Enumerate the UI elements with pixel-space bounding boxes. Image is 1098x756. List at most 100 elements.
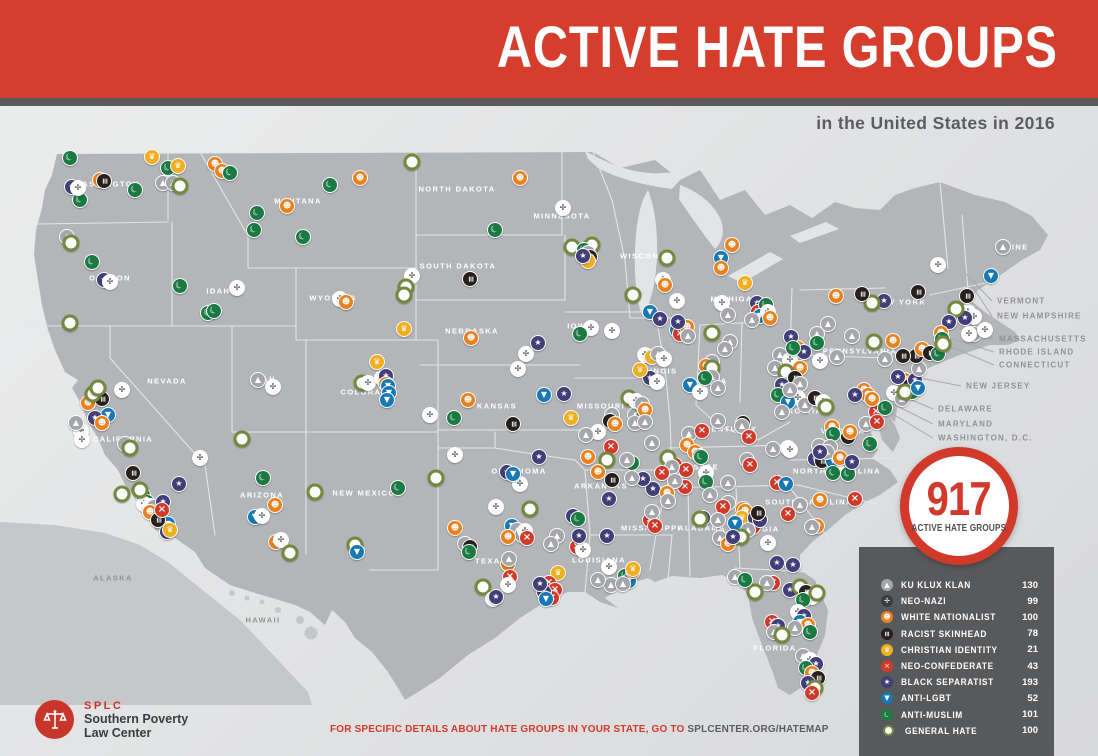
map-marker-nazi[interactable]: ✢ xyxy=(422,407,438,423)
map-marker-kkk[interactable]: ▲ xyxy=(820,316,836,332)
map-marker-am[interactable]: ☾ xyxy=(62,150,78,166)
map-marker-gh[interactable] xyxy=(474,578,492,596)
map-marker-skin[interactable]: ≡ xyxy=(910,284,926,300)
map-marker-nazi[interactable]: ✢ xyxy=(488,499,504,515)
map-marker-lgbt[interactable]: ▼ xyxy=(505,466,521,482)
map-marker-bs[interactable]: ★ xyxy=(785,557,801,573)
map-marker-kkk[interactable]: ▲ xyxy=(792,497,808,513)
map-marker-am[interactable]: ☾ xyxy=(570,511,586,527)
map-marker-nazi[interactable]: ✢ xyxy=(649,374,665,390)
map-marker-kkk[interactable]: ▲ xyxy=(710,512,726,528)
map-marker-kkk[interactable]: ▲ xyxy=(744,312,760,328)
map-marker-kkk[interactable]: ▲ xyxy=(720,307,736,323)
map-marker-am[interactable]: ☾ xyxy=(461,544,477,560)
map-marker-wn[interactable]: ☻ xyxy=(352,170,368,186)
map-marker-kkk[interactable]: ▲ xyxy=(619,452,635,468)
map-marker-conf[interactable]: × xyxy=(741,429,757,445)
map-marker-gh[interactable] xyxy=(865,333,883,351)
map-marker-kkk[interactable]: ▲ xyxy=(543,536,559,552)
map-marker-kkk[interactable]: ▲ xyxy=(624,470,640,486)
map-marker-kkk[interactable]: ▲ xyxy=(578,427,594,443)
map-marker-gh[interactable] xyxy=(746,583,764,601)
map-marker-gh[interactable] xyxy=(624,286,642,304)
map-marker-wn[interactable]: ☻ xyxy=(512,170,528,186)
map-marker-bs[interactable]: ★ xyxy=(531,449,547,465)
map-marker-conf[interactable]: × xyxy=(154,502,170,518)
map-marker-kkk[interactable]: ▲ xyxy=(844,328,860,344)
map-marker-nazi[interactable]: ✢ xyxy=(604,323,620,339)
map-marker-am[interactable]: ☾ xyxy=(572,326,588,342)
map-marker-skin[interactable]: ≡ xyxy=(96,173,112,189)
map-marker-bs[interactable]: ★ xyxy=(171,476,187,492)
map-marker-ci[interactable]: ♛ xyxy=(625,561,641,577)
map-marker-am[interactable]: ☾ xyxy=(825,465,841,481)
map-marker-bs[interactable]: ★ xyxy=(847,387,863,403)
map-marker-kkk[interactable]: ▲ xyxy=(829,349,845,365)
map-marker-kkk[interactable]: ▲ xyxy=(759,575,775,591)
map-marker-gh[interactable] xyxy=(233,430,251,448)
map-marker-bs[interactable]: ★ xyxy=(571,528,587,544)
map-marker-am[interactable]: ☾ xyxy=(697,370,713,386)
map-marker-bs[interactable]: ★ xyxy=(488,589,504,605)
map-marker-kkk[interactable]: ▲ xyxy=(68,415,84,431)
map-marker-bs[interactable]: ★ xyxy=(645,481,661,497)
map-marker-gh[interactable] xyxy=(658,249,676,267)
map-marker-skin[interactable]: ≡ xyxy=(125,465,141,481)
map-marker-conf[interactable]: × xyxy=(742,457,758,473)
map-marker-am[interactable]: ☾ xyxy=(222,165,238,181)
map-marker-wn[interactable]: ☻ xyxy=(94,415,110,431)
map-marker-nazi[interactable]: ✢ xyxy=(74,432,90,448)
map-marker-bs[interactable]: ★ xyxy=(556,386,572,402)
map-marker-am[interactable]: ☾ xyxy=(446,410,462,426)
map-marker-wn[interactable]: ☻ xyxy=(267,497,283,513)
map-marker-kkk[interactable]: ▲ xyxy=(637,414,653,430)
map-marker-kkk[interactable]: ▲ xyxy=(702,487,718,503)
map-marker-kkk[interactable]: ▲ xyxy=(782,382,798,398)
map-marker-wn[interactable]: ☻ xyxy=(607,416,623,432)
map-marker-am[interactable]: ☾ xyxy=(862,436,878,452)
map-marker-conf[interactable]: × xyxy=(647,518,663,534)
map-marker-am[interactable]: ☾ xyxy=(295,229,311,245)
map-marker-kkk[interactable]: ▲ xyxy=(877,351,893,367)
map-marker-am[interactable]: ☾ xyxy=(737,572,753,588)
map-marker-kkk[interactable]: ▲ xyxy=(710,413,726,429)
map-marker-ci[interactable]: ♛ xyxy=(563,410,579,426)
map-marker-skin[interactable]: ≡ xyxy=(462,271,478,287)
map-marker-nazi[interactable]: ✢ xyxy=(930,257,946,273)
map-marker-lgbt[interactable]: ▼ xyxy=(379,392,395,408)
map-marker-wn[interactable]: ☻ xyxy=(500,529,516,545)
map-marker-kkk[interactable]: ▲ xyxy=(911,361,927,377)
map-marker-gh[interactable] xyxy=(62,234,80,252)
map-marker-bs[interactable]: ★ xyxy=(601,491,617,507)
map-marker-nazi[interactable]: ✢ xyxy=(669,293,685,309)
map-marker-bs[interactable]: ★ xyxy=(844,454,860,470)
map-marker-nazi[interactable]: ✢ xyxy=(265,379,281,395)
map-marker-wn[interactable]: ☻ xyxy=(590,464,606,480)
map-marker-skin[interactable]: ≡ xyxy=(604,472,620,488)
map-marker-nazi[interactable]: ✢ xyxy=(500,577,516,593)
map-marker-ci[interactable]: ♛ xyxy=(170,158,186,174)
map-marker-nazi[interactable]: ✢ xyxy=(555,200,571,216)
map-marker-wn[interactable]: ☻ xyxy=(812,492,828,508)
map-marker-gh[interactable] xyxy=(395,286,413,304)
map-marker-nazi[interactable]: ✢ xyxy=(229,280,245,296)
map-marker-ci[interactable]: ♛ xyxy=(144,149,160,165)
map-marker-kkk[interactable]: ▲ xyxy=(250,372,266,388)
map-marker-gh[interactable] xyxy=(773,626,791,644)
map-marker-am[interactable]: ☾ xyxy=(249,205,265,221)
map-marker-wn[interactable]: ☻ xyxy=(279,198,295,214)
map-marker-kkk[interactable]: ▲ xyxy=(590,572,606,588)
map-marker-kkk[interactable]: ▲ xyxy=(804,519,820,535)
map-marker-bs[interactable]: ★ xyxy=(530,335,546,351)
map-marker-conf[interactable]: × xyxy=(780,506,796,522)
map-marker-wn[interactable]: ☻ xyxy=(447,520,463,536)
map-marker-am[interactable]: ☾ xyxy=(322,177,338,193)
map-marker-bs[interactable]: ★ xyxy=(670,314,686,330)
map-marker-bs[interactable]: ★ xyxy=(812,444,828,460)
map-marker-am[interactable]: ☾ xyxy=(802,624,818,640)
map-marker-bs[interactable]: ★ xyxy=(725,529,741,545)
map-marker-kkk[interactable]: ▲ xyxy=(615,576,631,592)
map-marker-nazi[interactable]: ✢ xyxy=(192,450,208,466)
map-marker-conf[interactable]: × xyxy=(519,530,535,546)
map-marker-lgbt[interactable]: ▼ xyxy=(983,268,999,284)
